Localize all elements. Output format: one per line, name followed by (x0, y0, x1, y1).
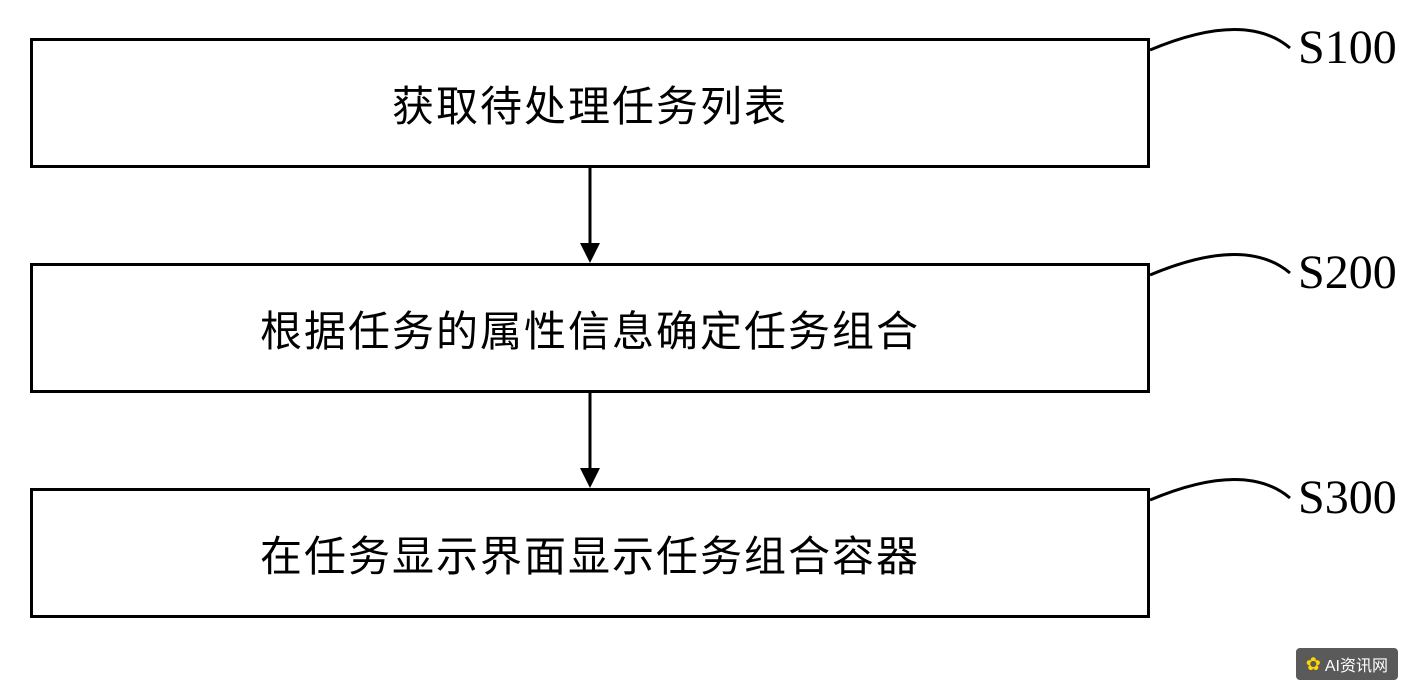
watermark-badge: ✿ AI资讯网 (1296, 648, 1398, 680)
flower-icon: ✿ (1306, 654, 1321, 675)
step-text-s200: 根据任务的属性信息确定任务组合 (260, 298, 920, 359)
step-box-s100: 获取待处理任务列表 (30, 38, 1150, 168)
flowchart-container: 获取待处理任务列表 S100 根据任务的属性信息确定任务组合 S200 在任务显… (0, 0, 1410, 692)
step-text-s100: 获取待处理任务列表 (392, 73, 788, 134)
step-box-s200: 根据任务的属性信息确定任务组合 (30, 263, 1150, 393)
step-box-s300: 在任务显示界面显示任务组合容器 (30, 488, 1150, 618)
step-label-s300: S300 (1298, 470, 1397, 525)
step-text-s300: 在任务显示界面显示任务组合容器 (260, 523, 920, 584)
watermark-text: AI资讯网 (1325, 652, 1388, 676)
step-label-s100: S100 (1298, 20, 1397, 75)
step-label-s200: S200 (1298, 245, 1397, 300)
